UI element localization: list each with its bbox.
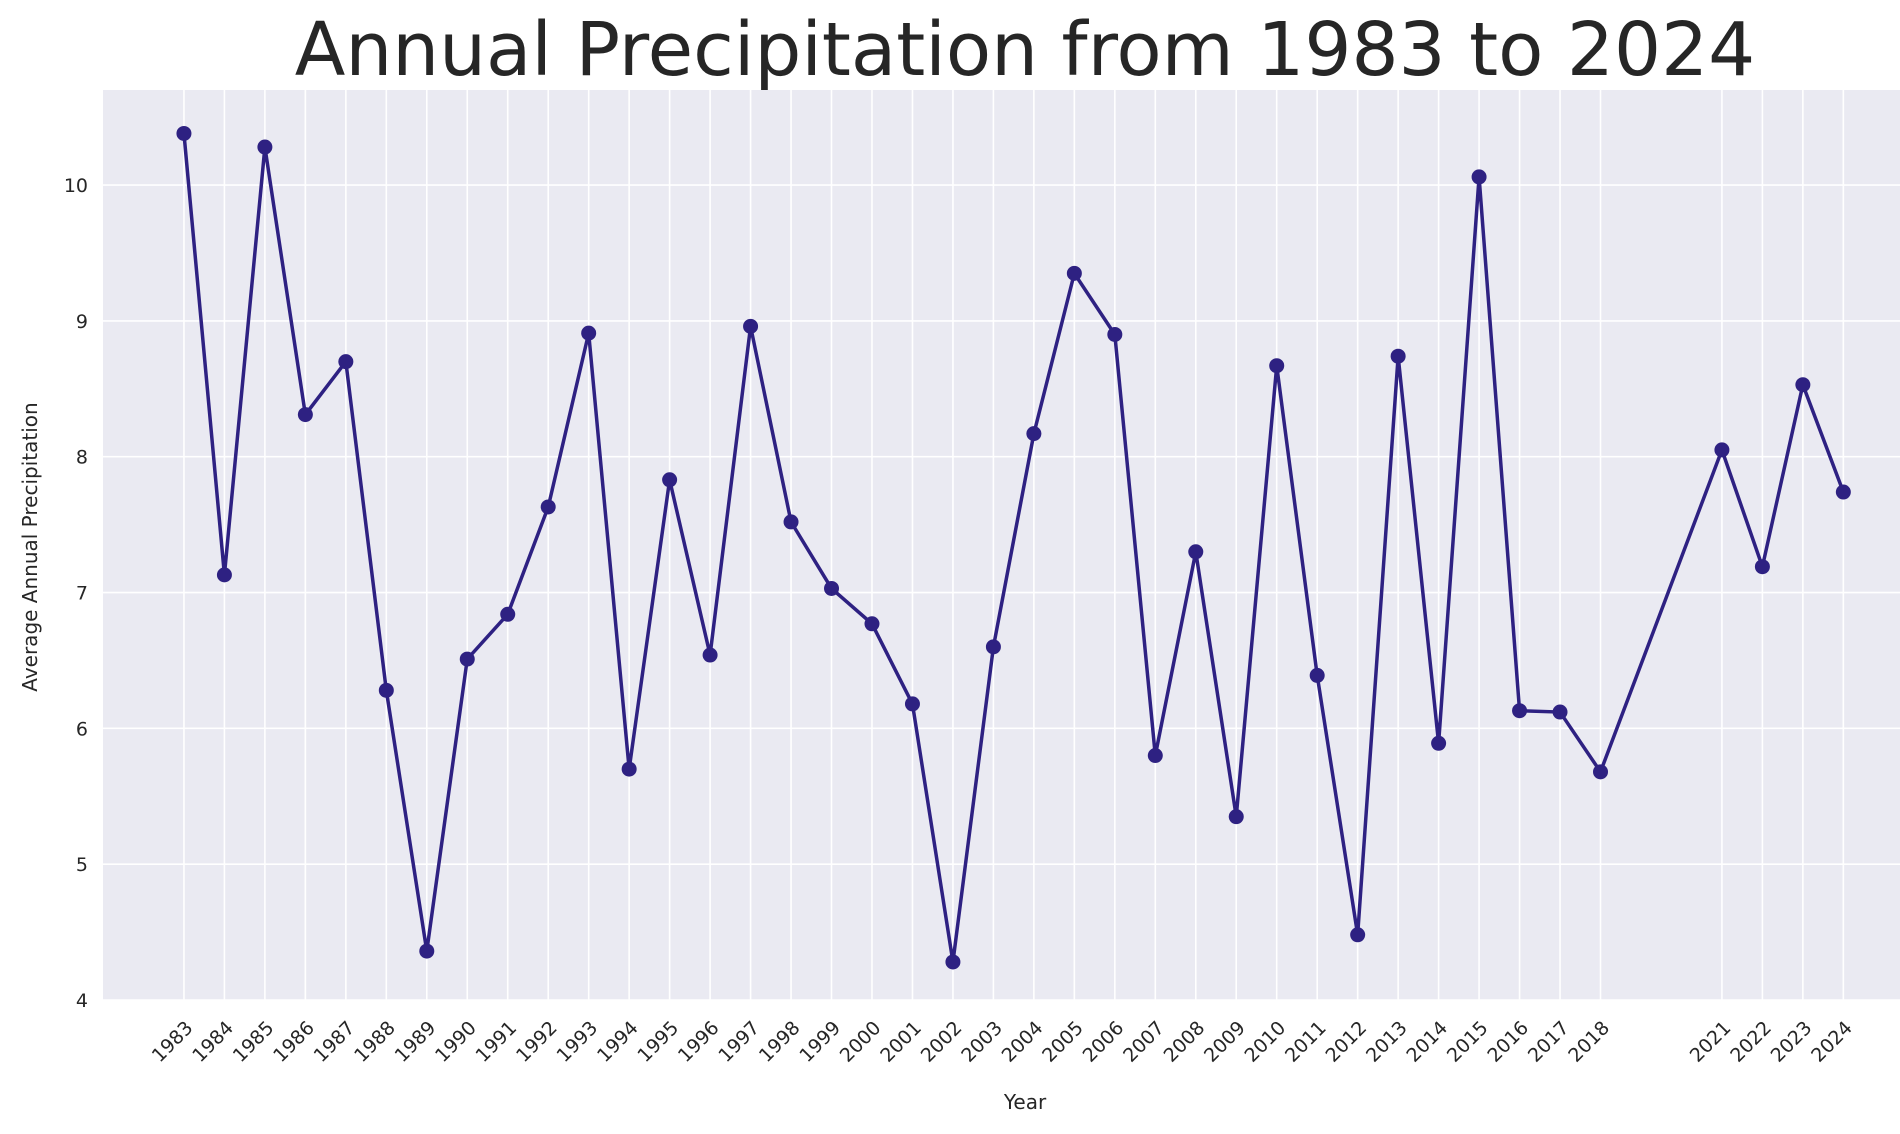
- x-tick-label: 2014: [1402, 1017, 1452, 1067]
- x-tick-label: 1991: [472, 1017, 522, 1067]
- x-tick-label: 2008: [1160, 1017, 1210, 1067]
- data-point: [864, 616, 880, 632]
- x-tick-label: 1999: [795, 1017, 845, 1067]
- x-tick-label: 1993: [552, 1017, 602, 1067]
- x-tick-label: 2011: [1281, 1017, 1331, 1067]
- x-tick-label: 1986: [269, 1017, 319, 1067]
- data-point: [1471, 169, 1487, 185]
- x-tick-label: 2022: [1726, 1017, 1776, 1067]
- x-tick-label: 2016: [1483, 1017, 1533, 1067]
- data-point: [1593, 764, 1608, 780]
- x-tick-label: 2015: [1443, 1017, 1493, 1067]
- data-point: [1309, 667, 1325, 683]
- series-line: [182, 133, 1845, 963]
- x-tick-label: 2009: [1200, 1017, 1250, 1067]
- data-point: [216, 567, 232, 583]
- x-tick-label: 2023: [1767, 1017, 1817, 1067]
- x-axis-ticks: 1983198419851986198719881989199019911992…: [148, 1017, 1857, 1067]
- data-point: [1390, 348, 1406, 364]
- x-tick-label: 2021: [1686, 1017, 1736, 1067]
- x-tick-label: 2012: [1321, 1017, 1371, 1067]
- data-point: [824, 580, 840, 596]
- x-tick-label: 1998: [755, 1017, 805, 1067]
- x-tick-label: 2017: [1524, 1017, 1574, 1067]
- x-tick-label: 1996: [674, 1017, 724, 1067]
- x-tick-label: 1994: [593, 1017, 643, 1067]
- data-point: [621, 761, 637, 777]
- data-point: [1107, 326, 1123, 342]
- data-point: [1269, 358, 1285, 374]
- x-tick-label: 1989: [391, 1017, 441, 1067]
- data-point: [985, 639, 1001, 655]
- data-point: [702, 647, 718, 663]
- x-tick-label: 2001: [876, 1017, 926, 1067]
- y-tick-label: 7: [76, 583, 88, 605]
- data-point: [1795, 377, 1811, 393]
- x-tick-label: 2007: [1119, 1017, 1169, 1067]
- x-tick-label: 1984: [188, 1017, 238, 1067]
- x-tick-label: 1983: [148, 1017, 198, 1067]
- data-point: [662, 472, 678, 488]
- x-tick-label: 1985: [229, 1017, 279, 1067]
- x-tick-label: 1988: [350, 1017, 400, 1067]
- data-point: [1350, 927, 1366, 943]
- data-point: [378, 682, 394, 698]
- y-axis-label: Average Annual Precipitation: [18, 402, 42, 691]
- data-point: [500, 606, 516, 622]
- x-tick-label: 1987: [310, 1017, 360, 1067]
- y-tick-label: 9: [76, 311, 88, 333]
- y-tick-label: 5: [76, 854, 88, 876]
- x-tick-label: 1997: [714, 1017, 764, 1067]
- x-tick-label: 2003: [957, 1017, 1007, 1067]
- data-point: [540, 499, 556, 515]
- y-tick-label: 4: [76, 990, 88, 1012]
- series-points: [176, 125, 1851, 970]
- x-axis-label: Year: [1003, 1090, 1047, 1114]
- x-tick-label: 2013: [1362, 1017, 1412, 1067]
- x-tick-label: 2002: [917, 1017, 967, 1067]
- x-tick-label: 1992: [512, 1017, 562, 1067]
- data-point: [297, 407, 313, 423]
- data-point: [904, 696, 920, 712]
- data-point: [1714, 442, 1730, 458]
- x-tick-label: 2006: [1079, 1017, 1129, 1067]
- y-axis-ticks: 4 5 6 7 8 9 10: [64, 175, 88, 1012]
- data-point: [419, 943, 435, 959]
- y-tick-label: 6: [76, 718, 88, 740]
- data-point: [1147, 748, 1163, 764]
- data-point: [1835, 484, 1851, 500]
- x-tick-label: 2004: [998, 1017, 1048, 1067]
- grid-lines: [103, 90, 1900, 1001]
- data-point: [1512, 703, 1528, 719]
- data-point: [338, 354, 354, 370]
- x-tick-label: 2024: [1807, 1017, 1857, 1067]
- data-point: [1026, 426, 1042, 442]
- data-point: [176, 125, 192, 141]
- x-tick-label: 1990: [431, 1017, 481, 1067]
- data-point: [1552, 704, 1568, 720]
- data-point: [743, 318, 759, 334]
- data-point: [257, 139, 273, 155]
- data-point: [1431, 735, 1447, 751]
- x-tick-label: 2000: [836, 1017, 886, 1067]
- x-tick-label: 2005: [1038, 1017, 1088, 1067]
- y-tick-label: 8: [76, 447, 88, 469]
- x-tick-label: 2018: [1564, 1017, 1614, 1067]
- data-point: [1188, 544, 1204, 560]
- x-tick-label: 2010: [1241, 1017, 1291, 1067]
- y-tick-label: 10: [64, 175, 88, 197]
- chart-title: Annual Precipitation from 1983 to 2024: [295, 7, 1756, 93]
- data-point: [581, 325, 597, 341]
- data-point: [783, 514, 799, 530]
- data-point: [1066, 265, 1082, 281]
- data-point: [945, 954, 961, 970]
- data-point: [1754, 559, 1770, 575]
- data-point: [1228, 809, 1244, 825]
- x-tick-label: 1995: [633, 1017, 683, 1067]
- data-point: [459, 651, 475, 667]
